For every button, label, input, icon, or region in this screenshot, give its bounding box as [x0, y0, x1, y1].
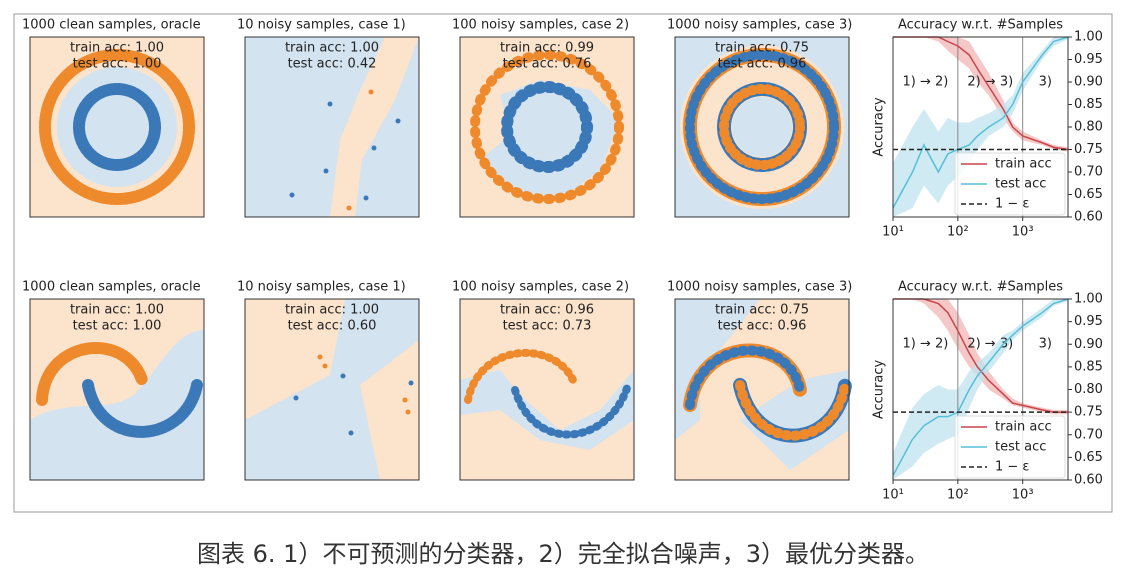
test-accuracy: test acc: 0.42	[288, 57, 377, 72]
test-accuracy: test acc: 0.60	[288, 319, 377, 334]
train-accuracy: train acc: 1.00	[285, 303, 379, 318]
y-tick-label: 1.00	[1074, 292, 1103, 307]
x-tick-label: 10³	[1012, 488, 1034, 503]
y-tick-label: 0.95	[1074, 52, 1103, 67]
y-tick-label: 0.75	[1074, 142, 1103, 157]
train-accuracy: train acc: 0.75	[715, 303, 809, 318]
scatter-illustration	[244, 36, 420, 218]
panel-title: 1000 clean samples, oracle	[22, 280, 201, 295]
y-tick-label: 0.90	[1074, 337, 1103, 352]
train-accuracy: train acc: 0.75	[715, 41, 809, 56]
train-accuracy: train acc: 1.00	[70, 303, 164, 318]
y-tick-label: 1.00	[1074, 30, 1103, 45]
scatter-illustration	[244, 298, 420, 481]
y-tick-label: 0.95	[1074, 314, 1103, 329]
train-accuracy: train acc: 0.96	[500, 303, 594, 318]
panel-title: 1000 noisy samples, case 3)	[667, 280, 852, 295]
panel-title: 100 noisy samples, case 2)	[452, 280, 629, 295]
region-label: 1) → 2)	[902, 75, 948, 90]
train-accuracy: train acc: 1.00	[70, 41, 164, 56]
y-axis-label: Accuracy	[872, 97, 887, 157]
legend-label: 1 − ε	[995, 197, 1029, 212]
panel-title: 10 noisy samples, case 1)	[237, 18, 406, 33]
y-tick-label: 0.80	[1074, 120, 1103, 135]
panel-title: 1000 noisy samples, case 3)	[667, 18, 852, 33]
test-accuracy: test acc: 1.00	[73, 57, 162, 72]
caption: 图表 6. 1）不可预测的分类器，2）完全拟合噪声，3）最优分类器。	[197, 540, 929, 568]
chart-title: Accuracy w.r.t. #Samples	[898, 280, 1063, 295]
region-label: 3)	[1039, 75, 1052, 90]
chart-title: Accuracy w.r.t. #Samples	[898, 18, 1063, 33]
legend-label: test acc	[995, 440, 1046, 455]
legend-label: train acc	[995, 420, 1052, 435]
train-accuracy: train acc: 0.99	[500, 41, 594, 56]
test-accuracy: test acc: 0.73	[503, 319, 592, 334]
y-tick-label: 0.65	[1074, 187, 1103, 202]
scatter-illustration	[29, 298, 205, 481]
y-tick-label: 0.80	[1074, 382, 1103, 397]
legend-label: train acc	[995, 157, 1052, 172]
legend-label: 1 − ε	[995, 460, 1029, 475]
panel-title: 1000 clean samples, oracle	[22, 18, 201, 33]
x-tick-label: 10²	[947, 488, 969, 503]
test-accuracy: test acc: 0.96	[718, 319, 807, 334]
scatter-illustration	[29, 36, 205, 218]
region-label: 2) → 3)	[967, 75, 1013, 90]
y-tick-label: 0.85	[1074, 97, 1103, 112]
line	[892, 36, 1069, 209]
legend-box	[954, 415, 1066, 479]
test-accuracy: test acc: 0.96	[718, 57, 807, 72]
y-tick-label: 0.65	[1074, 450, 1103, 465]
legend-box	[954, 152, 1066, 216]
panel-title: 10 noisy samples, case 1)	[237, 280, 406, 295]
x-tick-label: 10¹	[882, 225, 904, 240]
region-label: 2) → 3)	[967, 337, 1013, 352]
test-accuracy: test acc: 0.76	[503, 57, 592, 72]
legend-label: test acc	[995, 177, 1046, 192]
line	[892, 298, 1069, 476]
scatter-illustration	[674, 298, 852, 481]
y-tick-label: 0.85	[1074, 359, 1103, 374]
y-axis-label: Accuracy	[872, 360, 887, 420]
y-tick-label: 0.70	[1074, 427, 1103, 442]
y-tick-label: 0.75	[1074, 405, 1103, 420]
y-tick-label: 0.70	[1074, 165, 1103, 180]
train-accuracy: train acc: 1.00	[285, 41, 379, 56]
y-tick-label: 0.60	[1074, 473, 1103, 488]
panel-title: 100 noisy samples, case 2)	[452, 18, 629, 33]
scatter-illustration	[459, 298, 635, 481]
test-accuracy: test acc: 1.00	[73, 319, 162, 334]
region-label: 3)	[1039, 337, 1052, 352]
confidence-band	[893, 37, 1068, 217]
x-tick-label: 10¹	[882, 488, 904, 503]
y-tick-label: 0.90	[1074, 75, 1103, 90]
line	[893, 298, 1068, 413]
y-tick-label: 0.60	[1074, 210, 1103, 225]
scatter-illustration	[674, 36, 850, 218]
x-tick-label: 10³	[1012, 225, 1034, 240]
scatter-illustration	[459, 36, 635, 218]
x-tick-label: 10²	[947, 225, 969, 240]
confidence-band	[893, 299, 1068, 480]
region-label: 1) → 2)	[902, 337, 948, 352]
